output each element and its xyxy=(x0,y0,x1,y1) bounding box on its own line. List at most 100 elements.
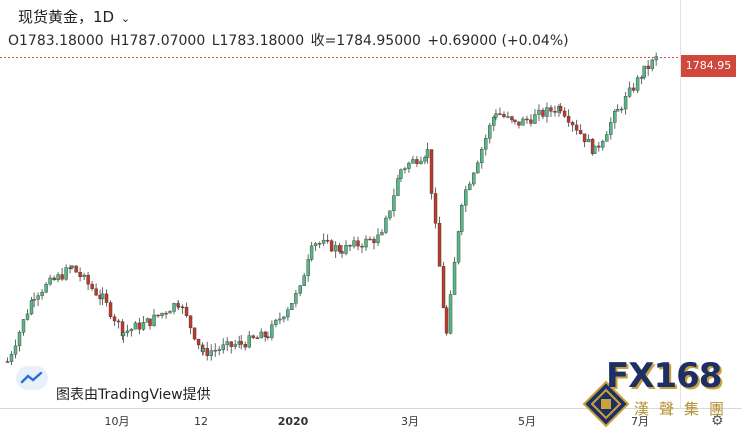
candle-body xyxy=(108,302,113,317)
candle-body xyxy=(263,331,267,337)
candle-body xyxy=(553,111,557,113)
candle-body xyxy=(141,322,146,330)
x-tick-label: 10月 xyxy=(105,415,130,428)
candle-body xyxy=(533,114,537,124)
candle-body xyxy=(44,283,48,293)
candle-body xyxy=(403,168,407,170)
candle-body xyxy=(340,251,344,254)
fx168-watermark: FX168 xyxy=(606,356,722,396)
candle-body xyxy=(537,109,541,115)
candle-body xyxy=(484,138,488,150)
price-axis-separator xyxy=(680,0,681,408)
x-tick-label: 2020 xyxy=(278,415,309,428)
candle-body xyxy=(196,338,201,346)
candle-body xyxy=(494,113,498,118)
candle-body xyxy=(419,160,423,165)
candle-body xyxy=(502,114,506,117)
candle-body xyxy=(605,134,609,142)
candle-body xyxy=(654,56,658,61)
candle-body xyxy=(541,109,545,117)
candle-body xyxy=(639,77,644,79)
candle-body xyxy=(615,109,620,112)
time-axis[interactable]: 10月 12 2020 3月 5月 7月 xyxy=(0,408,742,431)
candle-body xyxy=(306,259,310,276)
candle-body xyxy=(492,117,496,126)
candle-body xyxy=(399,169,403,179)
candle-body xyxy=(274,319,278,325)
candle-body xyxy=(94,288,98,296)
candle-body xyxy=(68,267,72,269)
fx168-subtitle: 漢聲集團 xyxy=(634,400,735,418)
tradingview-credit[interactable]: 图表由TradingView提供 xyxy=(56,387,211,403)
candle-body xyxy=(266,336,270,338)
candle-body xyxy=(40,291,44,296)
candle-body xyxy=(321,239,326,244)
candle-body xyxy=(172,303,176,312)
candle-body xyxy=(376,234,380,244)
candles-group xyxy=(5,52,658,366)
candle-body xyxy=(441,266,446,308)
candle-body xyxy=(513,119,517,122)
close-value: 收=1784.95000 xyxy=(310,33,421,49)
candle-body xyxy=(56,274,60,281)
candle-body xyxy=(364,238,368,248)
change-value: +0.69000 (+0.04%) xyxy=(427,33,569,49)
candle-body xyxy=(156,314,160,317)
candle-body xyxy=(205,348,209,356)
candle-body xyxy=(586,139,591,143)
candle-body xyxy=(148,318,152,326)
candle-body xyxy=(112,316,117,322)
x-tick-label: 12 xyxy=(194,415,208,428)
candle-body xyxy=(613,111,617,123)
candle-body xyxy=(380,232,384,236)
candle-body xyxy=(100,293,105,300)
candle-body xyxy=(609,122,613,135)
candle-body xyxy=(456,231,461,263)
candle-body xyxy=(384,217,388,233)
candle-body xyxy=(437,223,442,267)
candle-body xyxy=(506,116,510,118)
fx168-logo xyxy=(582,380,630,432)
candle-body xyxy=(517,121,521,126)
candle-body xyxy=(593,145,597,154)
candle-body xyxy=(646,65,650,69)
candle-body xyxy=(352,240,356,247)
gear-icon[interactable]: ⚙ xyxy=(711,413,724,429)
candle-body xyxy=(627,87,632,97)
candle-body xyxy=(460,205,464,232)
candle-body xyxy=(125,330,130,333)
candle-body xyxy=(570,122,575,126)
candle-body xyxy=(270,324,274,338)
candle-body xyxy=(574,124,579,131)
candle-body xyxy=(201,348,205,352)
candle-body xyxy=(396,178,400,196)
candle-body xyxy=(90,283,94,289)
candle-body xyxy=(329,240,334,252)
candle-body xyxy=(278,318,282,321)
candle-body xyxy=(468,183,472,190)
candle-body xyxy=(70,265,74,269)
candle-body xyxy=(192,327,197,340)
candle-body xyxy=(5,361,10,363)
candle-body xyxy=(407,162,411,169)
candle-body xyxy=(74,265,78,273)
candle-body xyxy=(344,245,348,254)
candle-body xyxy=(309,245,314,260)
candle-body xyxy=(433,193,438,224)
candle-body xyxy=(152,314,156,326)
candle-body xyxy=(82,274,86,277)
candle-body xyxy=(116,320,121,323)
candle-body xyxy=(302,275,306,286)
candle-body xyxy=(286,309,290,318)
candle-body xyxy=(317,243,322,245)
candle-body xyxy=(209,350,213,356)
candle-body xyxy=(423,157,427,162)
tradingview-logo[interactable] xyxy=(16,366,48,390)
symbol-title[interactable]: 现货黄金，1D ⌄ xyxy=(18,6,130,27)
candle-body xyxy=(498,113,502,115)
chevron-down-icon[interactable]: ⌄ xyxy=(120,12,131,25)
symbol-label: 现货黄金，1D xyxy=(18,8,115,26)
candle-body xyxy=(104,293,109,303)
